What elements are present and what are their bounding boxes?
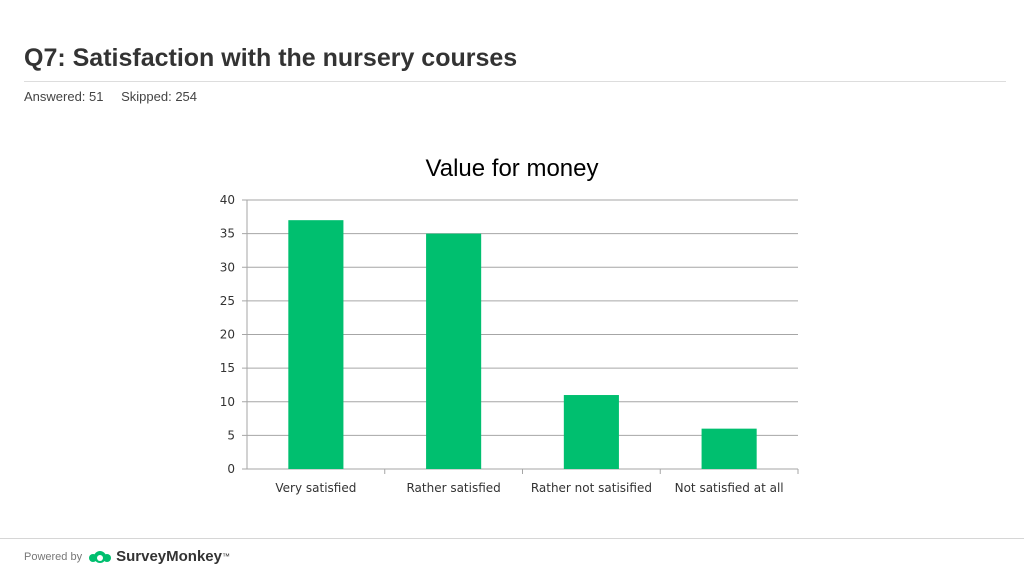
- x-tick-label: Rather not satisified: [531, 481, 652, 495]
- brand-trademark: ™: [221, 552, 230, 561]
- page-title: Q7: Satisfaction with the nursery course…: [24, 44, 518, 72]
- y-tick-label: 0: [227, 462, 235, 476]
- bar: [288, 220, 344, 469]
- footer: Powered by SurveyMonkey ™: [24, 548, 230, 565]
- y-tick-label: 30: [220, 260, 235, 274]
- y-tick-label: 10: [220, 395, 235, 409]
- footer-divider: [0, 538, 1024, 539]
- brand-name: SurveyMonkey: [116, 548, 222, 565]
- y-tick-label: 35: [220, 227, 235, 241]
- y-tick-label: 25: [220, 294, 235, 308]
- y-tick-label: 20: [220, 328, 235, 342]
- bar: [563, 395, 619, 469]
- y-tick-label: 15: [220, 361, 235, 375]
- x-tick-label: Very satisfied: [275, 481, 356, 495]
- response-stats: Answered: 51 Skipped: 254: [24, 89, 211, 104]
- surveymonkey-logo-icon: [89, 550, 112, 563]
- chart-area: Value for money 0 5 10 15 20 25 30 35 40 Very sati…: [0, 140, 1024, 510]
- bar: [426, 233, 482, 469]
- x-tick-label: Not satisfied at all: [675, 481, 784, 495]
- answered-count: Answered: 51: [24, 89, 104, 104]
- chart-title: Value for money: [426, 155, 599, 182]
- bar: [701, 428, 757, 469]
- header-divider: [24, 81, 1006, 82]
- skipped-count: Skipped: 254: [121, 89, 198, 104]
- bar-chart: Value for money 0 5 10 15 20 25 30 35 40 Very sati…: [220, 155, 799, 495]
- y-tick-label: 40: [220, 193, 235, 207]
- x-tick-label: Rather satisfied: [406, 481, 500, 495]
- y-tick-label: 5: [227, 428, 235, 442]
- powered-by-label: Powered by: [24, 550, 83, 563]
